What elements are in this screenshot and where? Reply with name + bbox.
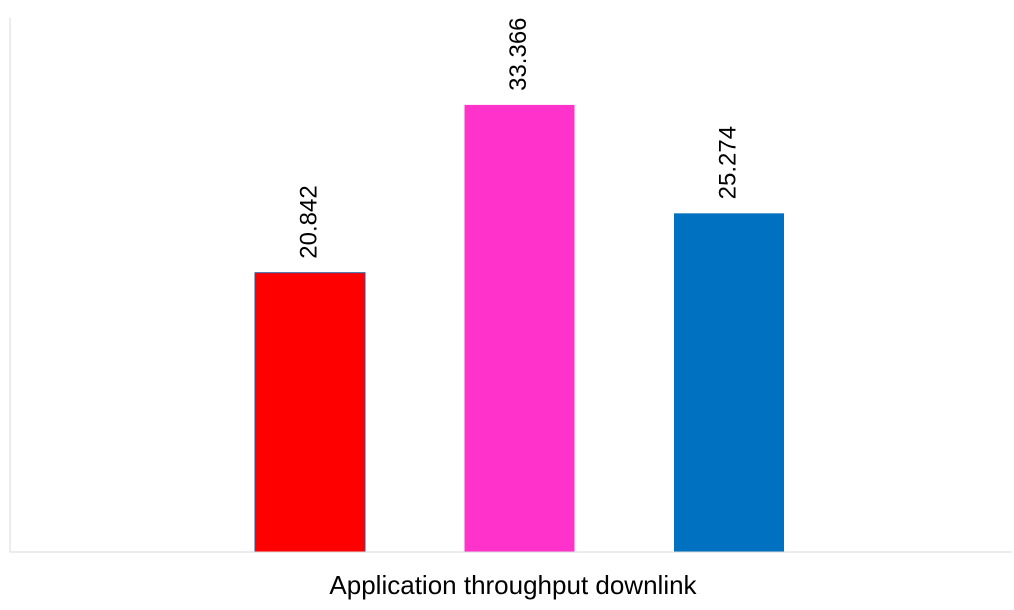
x-axis-label: Application throughput downlink (329, 570, 697, 600)
data-label-2: 33.366 (505, 17, 532, 90)
data-label-3: 25.274 (714, 126, 741, 199)
bar-1 (254, 272, 366, 553)
bar-3 (674, 213, 784, 552)
bars-group: 20.842 33.366 25.274 (254, 17, 784, 553)
data-label-1: 20.842 (295, 185, 322, 258)
bar-2 (464, 104, 575, 552)
